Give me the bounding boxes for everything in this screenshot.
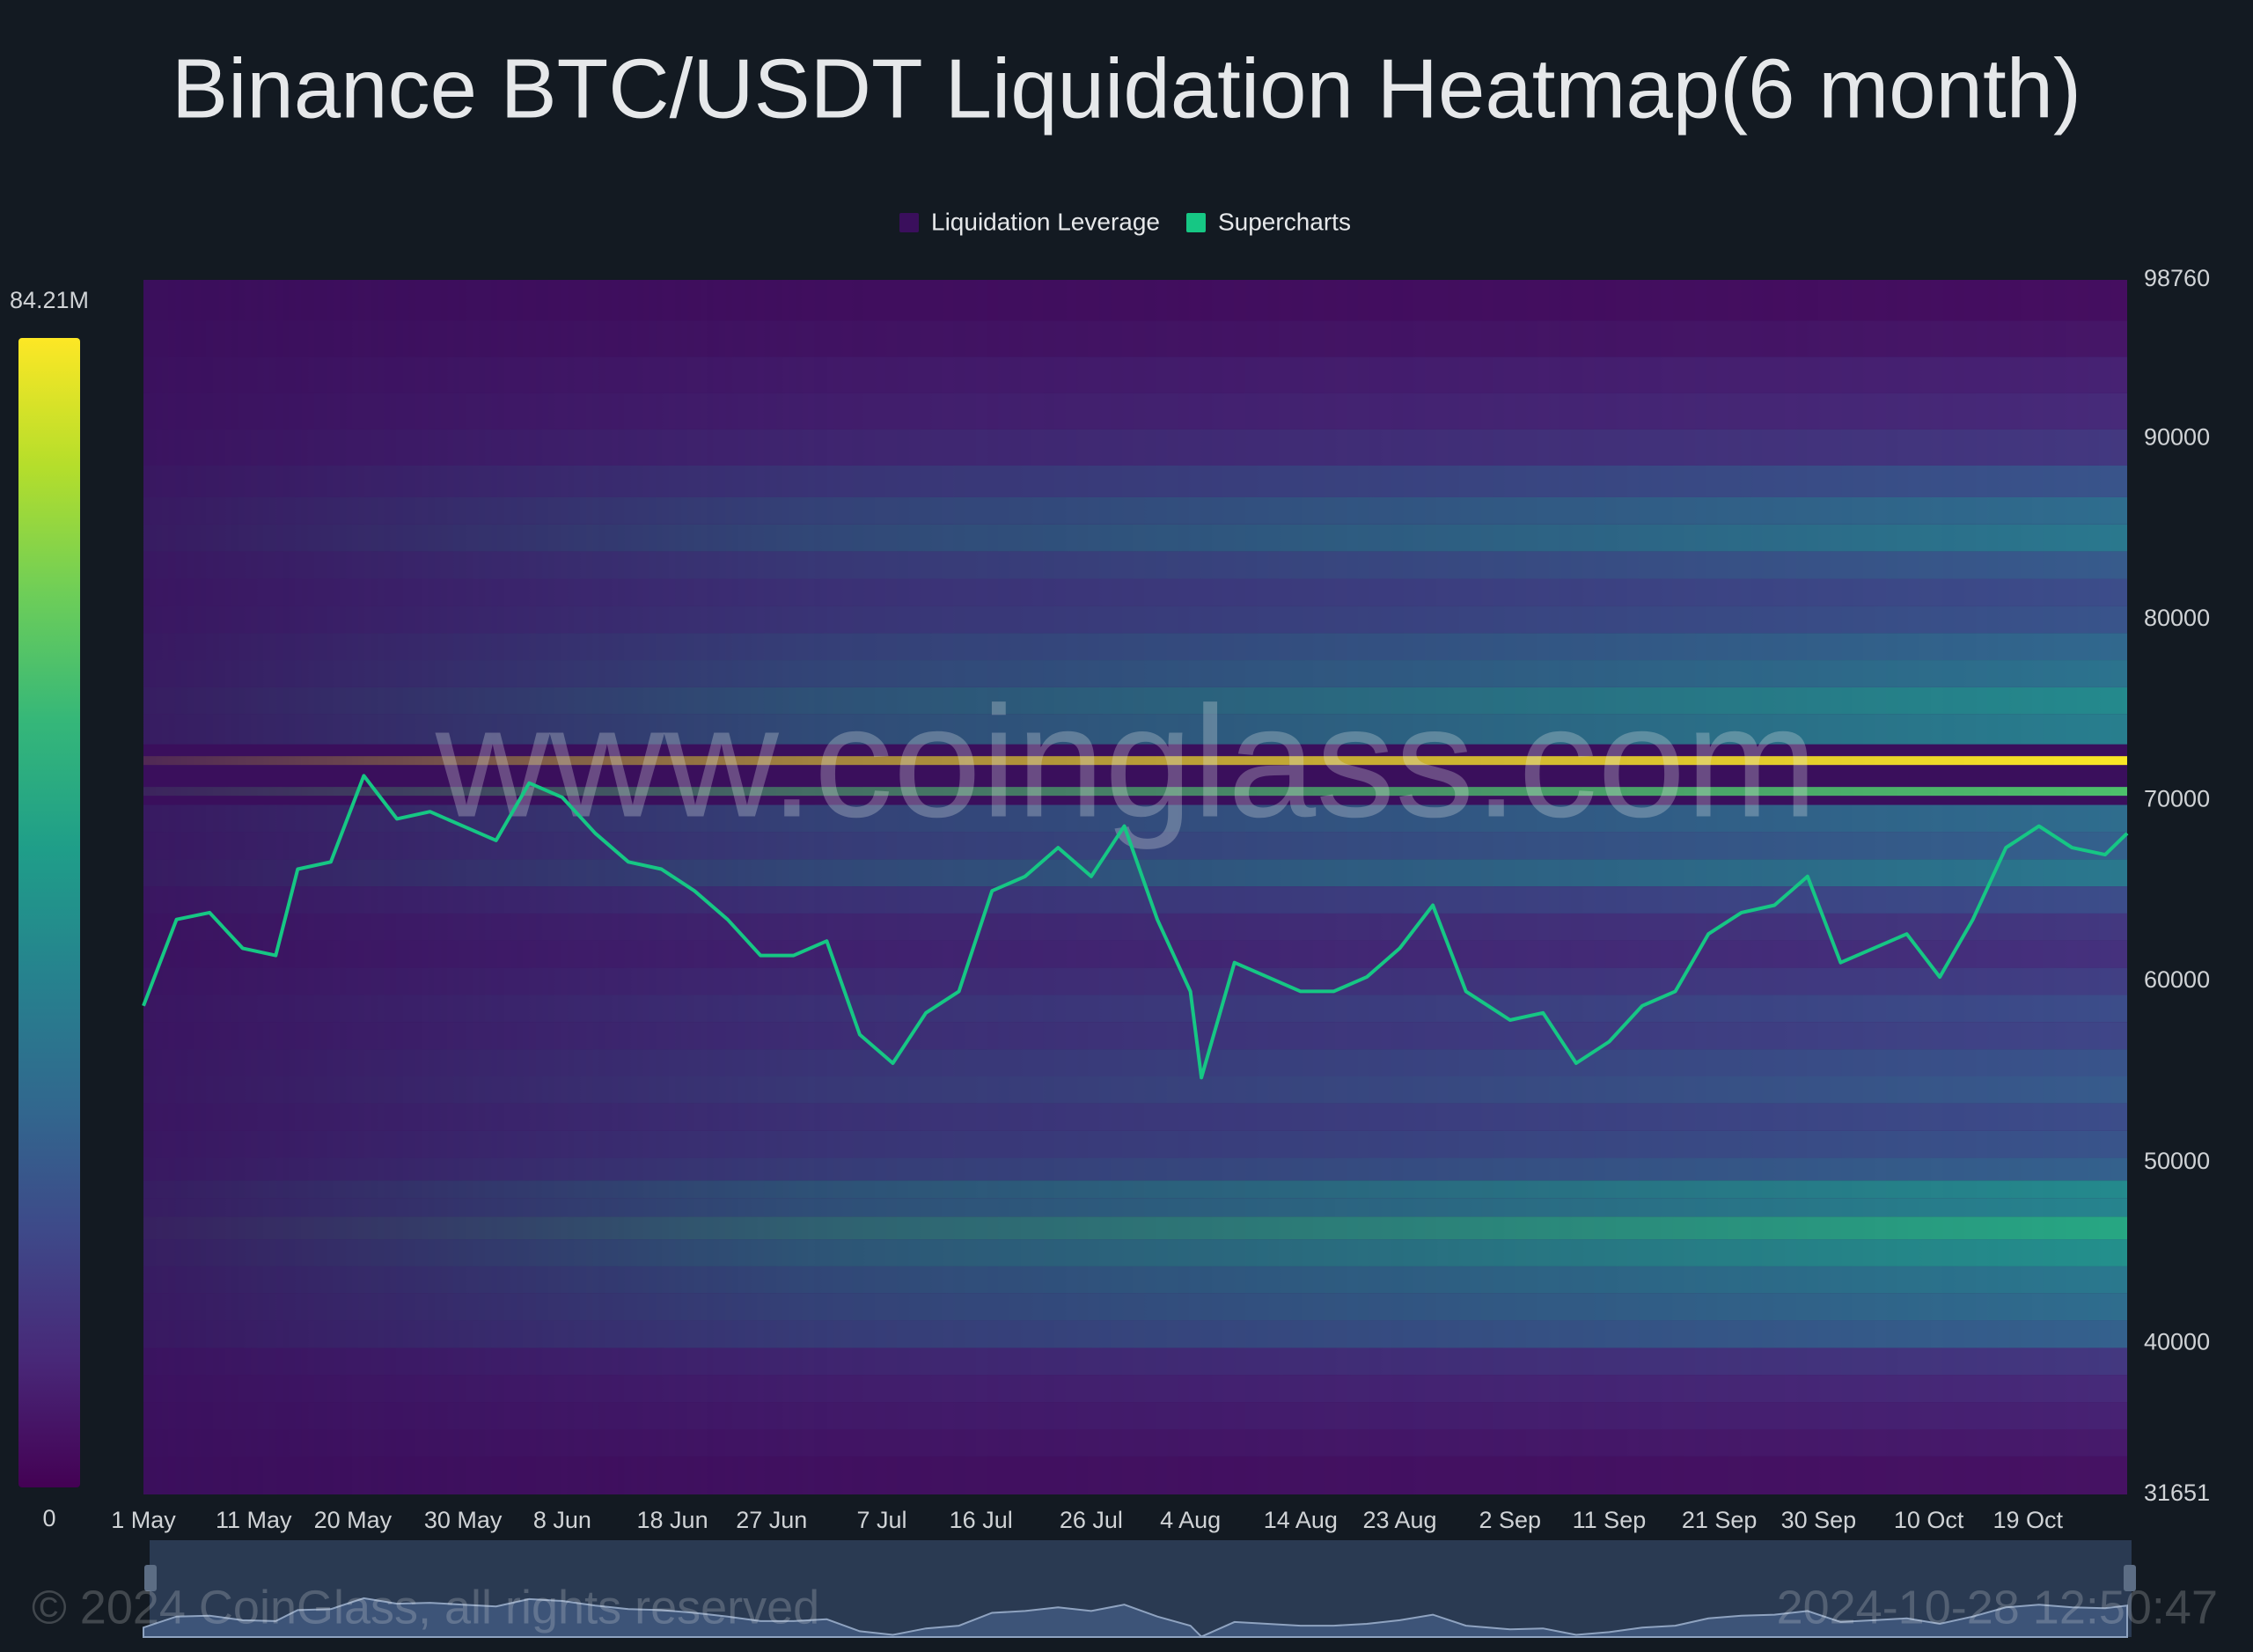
heat-band: [143, 465, 2127, 497]
footer-copyright: © 2024 CoinGlass, all rights reserved: [32, 1581, 819, 1634]
x-tick-label: 14 Aug: [1264, 1507, 1338, 1533]
x-tick-label: 8 Jun: [533, 1507, 591, 1533]
x-tick-label: 11 May: [216, 1507, 292, 1533]
y-tick-label: 60000: [2144, 966, 2210, 993]
heat-band: [143, 551, 2127, 579]
x-tick-label: 20 May: [314, 1507, 393, 1533]
heat-band: [143, 886, 2127, 914]
heat-band: [143, 1103, 2127, 1131]
x-tick-label: 16 Jul: [950, 1507, 1013, 1533]
colorbar-min-label: 0: [42, 1505, 55, 1531]
x-tick-label: 2 Sep: [1479, 1507, 1541, 1533]
x-tick-label: 10 Oct: [1894, 1507, 1964, 1533]
heat-band: [143, 606, 2127, 634]
x-tick-label: 19 Oct: [1993, 1507, 2064, 1533]
y-tick-label: 98760: [2144, 265, 2210, 291]
y-tick-label: 40000: [2144, 1328, 2210, 1355]
heat-band: [143, 578, 2127, 606]
y-tick-label: 70000: [2144, 786, 2210, 812]
heat-band: [143, 524, 2127, 552]
heat-band: [143, 859, 2127, 887]
x-tick-label: 18 Jun: [637, 1507, 708, 1533]
heat-band: [143, 429, 2127, 466]
legend-label: Liquidation Leverage: [931, 208, 1160, 235]
heat-band: [143, 1239, 2127, 1267]
navigator-handle[interactable]: [2124, 1565, 2136, 1591]
axes: 31651 40000 50000 60000 70000 80000 90000 98760…: [10, 265, 2218, 1638]
legend-swatch: [899, 213, 919, 232]
chart-title: Binance BTC/USDT Liquidation Heatmap(6 m…: [172, 41, 2081, 136]
heat-band: [143, 967, 2127, 995]
x-tick-label: 21 Sep: [1682, 1507, 1758, 1533]
navigator-area: [143, 1597, 2128, 1638]
y-tick-label: 80000: [2144, 605, 2210, 631]
colorbar: [18, 338, 80, 1487]
navigator-handle[interactable]: [144, 1565, 157, 1591]
heat-band: [143, 1266, 2127, 1294]
heat-band: [143, 1402, 2127, 1429]
heat-band: [143, 1049, 2127, 1077]
heat-band: [143, 1180, 2127, 1199]
y-tick-label: 50000: [2144, 1148, 2210, 1174]
x-tick-label: 30 Sep: [1781, 1507, 1857, 1533]
legend-swatch: [1185, 213, 1206, 232]
heat-band: [143, 686, 2127, 715]
heat-band: [143, 1216, 2127, 1240]
price-line: [142, 774, 2129, 1080]
x-tick-label: 27 Jun: [736, 1507, 807, 1533]
colorbar-max-label: 84.21M: [10, 287, 89, 313]
heat-band: [143, 1130, 2127, 1158]
heat-band: [143, 280, 2127, 321]
y-tick-label: 31651: [2144, 1479, 2210, 1506]
heat-band: [143, 714, 2127, 745]
heat-band: [143, 393, 2127, 430]
heat-band: [143, 660, 2127, 687]
y-tick-label: 90000: [2144, 423, 2210, 450]
heat-band: [143, 913, 2127, 941]
footer-timestamp: 2024-10-28 12:50:47: [1777, 1581, 2218, 1634]
heat-band: [143, 496, 2127, 525]
x-tick-label: 11 Sep: [1573, 1507, 1647, 1533]
watermark: www.coinglass.com: [435, 674, 1818, 851]
heat-band: [143, 804, 2127, 833]
heat-band: [143, 940, 2127, 968]
heat-band: [143, 995, 2127, 1023]
x-tick-label: 30 May: [424, 1507, 503, 1533]
heat-band: [143, 787, 2127, 797]
heat-band: [143, 756, 2127, 766]
heat-band: [143, 1375, 2127, 1403]
heat-band: [143, 1456, 2127, 1494]
heat-bands: [143, 280, 2127, 1494]
x-tick-label: 26 Jul: [1060, 1507, 1123, 1533]
x-tick-label: 4 Aug: [1160, 1507, 1221, 1533]
heat-band: [143, 1428, 2127, 1457]
heat-band: [143, 1157, 2127, 1181]
heat-band: [143, 1198, 2127, 1217]
heat-band: [143, 356, 2127, 393]
heat-band: [143, 633, 2127, 661]
x-tick-label: 23 Aug: [1362, 1507, 1436, 1533]
heat-band: [143, 1293, 2127, 1321]
heat-band: [143, 320, 2127, 357]
heat-band: [143, 1320, 2127, 1348]
x-tick-label: 1 May: [111, 1507, 176, 1533]
legend: Liquidation Leverage Supercharts: [899, 208, 1351, 235]
heat-band: [143, 1076, 2127, 1104]
x-tick-label: 7 Jul: [856, 1507, 906, 1533]
plot-area: www.coinglass.com: [142, 280, 2129, 1494]
legend-label: Supercharts: [1218, 208, 1351, 235]
heat-band: [143, 1022, 2127, 1050]
heat-band: [143, 1347, 2127, 1376]
